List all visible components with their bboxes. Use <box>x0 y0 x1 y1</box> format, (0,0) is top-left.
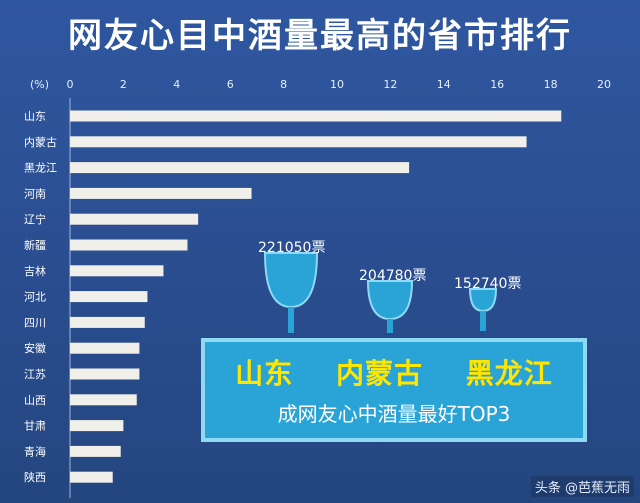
bar <box>70 265 164 277</box>
category-label: 新疆 <box>24 238 46 252</box>
x-tick-label: 4 <box>173 78 180 91</box>
bar <box>70 471 113 483</box>
axis-unit-label: (%) <box>30 78 49 91</box>
category-label: 青海 <box>24 444 46 458</box>
watermark: 头条 @芭蕉无雨 <box>530 476 634 497</box>
glass-votes-1: 221050票 <box>258 240 326 256</box>
x-tick-label: 6 <box>227 78 234 91</box>
x-tick-label: 14 <box>437 78 451 91</box>
wine-glass-icon <box>468 288 498 331</box>
x-tick-label: 10 <box>330 78 344 91</box>
bar <box>70 291 148 303</box>
bar <box>70 445 121 457</box>
glass-votes-3: 152740票 <box>454 276 522 292</box>
category-label: 山西 <box>24 394 46 407</box>
x-tick-label: 18 <box>544 78 558 91</box>
top3-callout: 山东 内蒙古 黑龙江 成网友心中酒量最好TOP3 <box>201 338 587 442</box>
category-label: 吉林 <box>24 264 46 278</box>
x-tick-label: 8 <box>280 78 287 91</box>
category-label: 山东 <box>24 110 46 123</box>
category-label: 甘肃 <box>24 420 46 433</box>
bar <box>70 394 137 406</box>
x-tick-label: 2 <box>120 78 127 91</box>
x-tick-label: 0 <box>67 78 74 91</box>
bar <box>70 239 188 251</box>
wine-glass-icon <box>366 280 414 333</box>
category-label: 河北 <box>24 291 46 304</box>
category-label: 辽宁 <box>24 212 46 226</box>
x-tick-label: 12 <box>383 78 397 91</box>
x-tick-label: 20 <box>597 78 611 91</box>
bar <box>70 187 252 199</box>
category-label: 江苏 <box>24 368 46 381</box>
page-title: 网友心目中酒量最高的省市排行 <box>68 16 572 56</box>
category-label: 陕西 <box>24 470 46 484</box>
bar <box>70 110 562 122</box>
bar <box>70 368 140 380</box>
category-label: 内蒙古 <box>24 135 57 149</box>
glass-votes-2: 204780票 <box>359 268 427 284</box>
category-label: 黑龙江 <box>24 162 57 175</box>
bar <box>70 342 140 354</box>
bar <box>70 162 410 174</box>
top3-item-2: 内蒙古 <box>335 357 423 390</box>
bar <box>70 136 527 148</box>
bar <box>70 420 124 432</box>
wine-glass-icon <box>263 252 319 333</box>
bar <box>70 316 145 328</box>
category-label: 四川 <box>24 316 46 329</box>
x-tick-label: 16 <box>490 78 504 91</box>
top3-caption: 成网友心中酒量最好TOP3 <box>277 402 511 426</box>
bar <box>70 213 199 225</box>
top3-provinces: 山东 内蒙古 黑龙江 <box>205 352 583 392</box>
top3-item-1: 山东 <box>235 357 294 390</box>
top3-item-3: 黑龙江 <box>465 357 553 390</box>
category-label: 河南 <box>24 187 46 200</box>
category-label: 安徽 <box>24 341 46 355</box>
